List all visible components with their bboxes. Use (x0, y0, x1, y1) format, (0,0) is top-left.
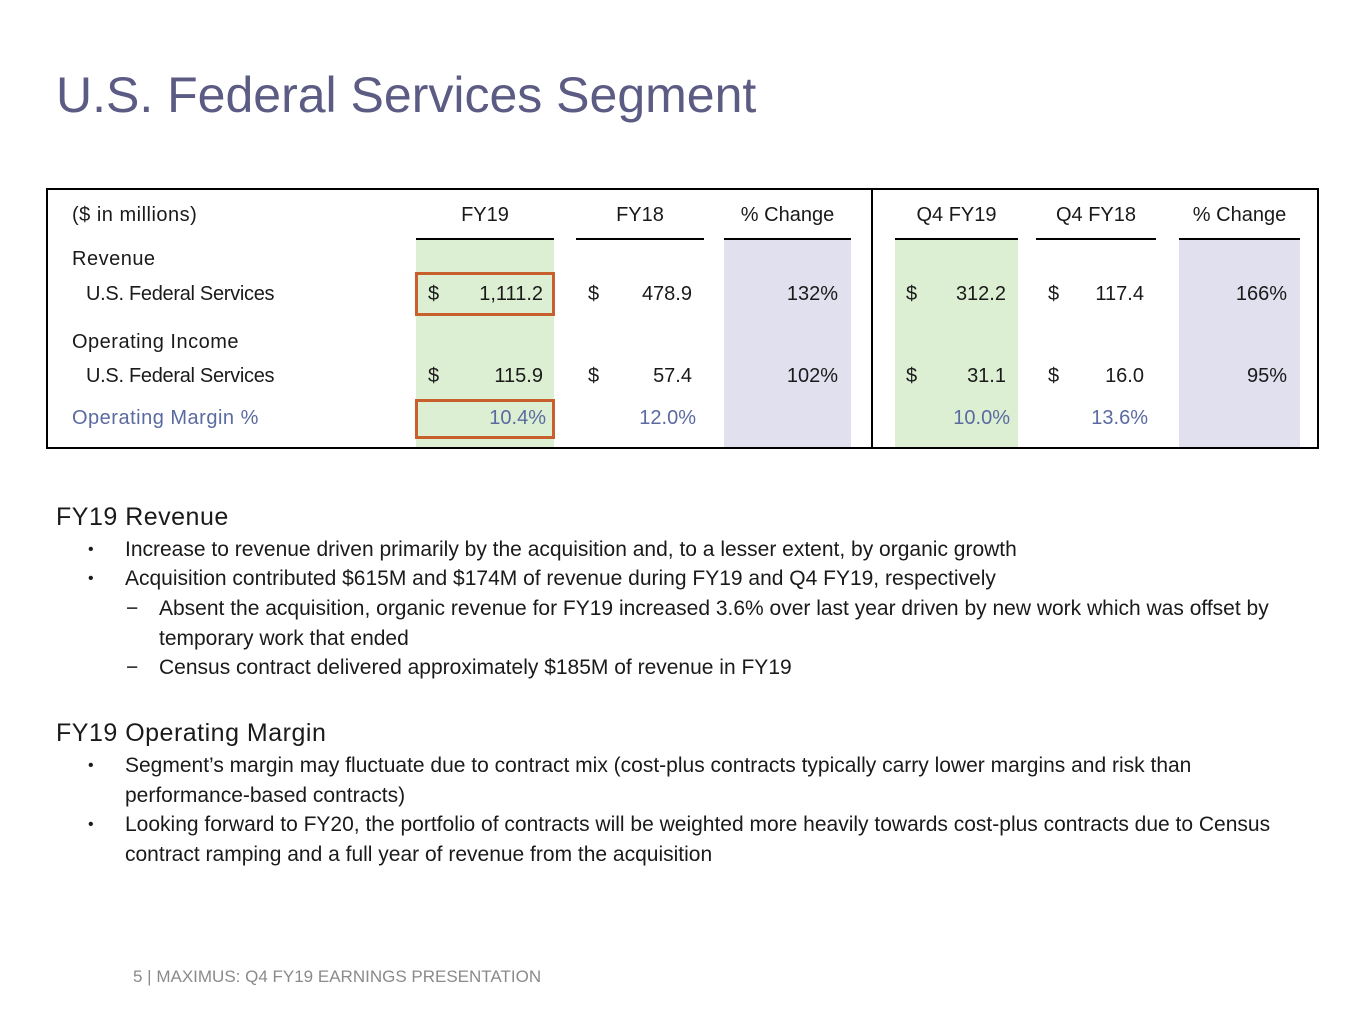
underline-fy19 (416, 238, 554, 240)
revenue-fy19: 1,111.2 (479, 283, 543, 305)
bullet-marker: • (88, 570, 94, 587)
operating-margin-q4fy18: 13.6% (1091, 407, 1148, 429)
financial-table: ($ in millions) FY19 FY18 % Change Q4 FY… (46, 188, 1319, 449)
page-title: U.S. Federal Services Segment (56, 67, 757, 123)
header-q4fy19: Q4 FY19 (916, 204, 997, 226)
underline-q4-pct-change (1179, 238, 1300, 240)
dash-marker: − (126, 656, 139, 679)
operating-income-pct-change: 102% (786, 365, 838, 387)
revenue-q4fy19: 312.2 (955, 283, 1006, 305)
sub-bullet-text: Census contract delivered approximately … (159, 656, 792, 679)
header-q4-pct-change: % Change (1192, 204, 1287, 226)
revenue-q4-pct-change: 166% (1235, 283, 1287, 305)
underline-q4fy19 (895, 238, 1018, 240)
quarter-table-frame (871, 188, 1319, 449)
underline-q4fy18 (1036, 238, 1156, 240)
revenue-fy18: 478.9 (641, 283, 692, 305)
currency-symbol: $ (428, 365, 440, 387)
revenue-row-label: U.S. Federal Services (86, 283, 275, 305)
page-footer: 5 | MAXIMUS: Q4 FY19 EARNINGS PRESENTATI… (133, 967, 542, 986)
currency-symbol: $ (1048, 283, 1060, 305)
header-pct-change: % Change (740, 204, 835, 226)
bullet-text: Segment’s margin may fluctuate due to co… (125, 754, 1192, 807)
operating-margin-label: Operating Margin % (72, 407, 259, 429)
currency-symbol: $ (588, 283, 600, 305)
bullet-text: Acquisition contributed $615M and $174M … (125, 567, 996, 590)
bullet-marker: • (88, 541, 94, 558)
revenue-section-heading: FY19 Revenue (56, 503, 229, 531)
underline-pct-change (724, 238, 851, 240)
operating-margin-fy18: 12.0% (639, 407, 696, 429)
underline-fy18 (576, 238, 704, 240)
q4fy19-column-shade (895, 240, 1018, 447)
revenue-fy19-highlight (415, 272, 555, 316)
revenue-q4fy18: 117.4 (1095, 283, 1144, 305)
operating-income-fy18: 57.4 (653, 365, 692, 387)
operating-income-q4fy18: 16.0 (1105, 365, 1144, 387)
operating-margin-section-heading: FY19 Operating Margin (56, 719, 327, 747)
currency-symbol: $ (588, 365, 600, 387)
header-fy18: FY18 (616, 204, 664, 226)
currency-symbol: $ (906, 365, 918, 387)
operating-margin-q4fy19: 10.0% (953, 407, 1010, 429)
bullet-text: Increase to revenue driven primarily by … (125, 538, 1017, 561)
bullet-text: Looking forward to FY20, the portfolio o… (125, 813, 1271, 866)
bullet-marker: • (88, 757, 94, 774)
revenue-pct-change: 132% (786, 283, 838, 305)
header-fy19: FY19 (461, 204, 509, 226)
unit-label: ($ in millions) (72, 204, 198, 226)
bullet-marker: • (88, 816, 94, 833)
operating-income-q4fy19: 31.1 (967, 365, 1006, 387)
revenue-section-label: Revenue (72, 248, 156, 270)
margin-fy19-highlight (415, 399, 555, 439)
currency-symbol: $ (1048, 365, 1060, 387)
operating-income-fy19: 115.9 (494, 365, 543, 387)
dash-marker: − (126, 597, 139, 620)
operating-income-row-label: U.S. Federal Services (86, 365, 275, 387)
sub-bullet-text: Absent the acquisition, organic revenue … (159, 597, 1269, 650)
operating-income-section-label: Operating Income (72, 331, 239, 353)
q4-pct-change-column-shade (1179, 240, 1300, 447)
pct-change-column-shade (724, 240, 851, 447)
currency-symbol: $ (428, 283, 440, 305)
currency-symbol: $ (906, 283, 918, 305)
operating-margin-fy19: 10.4% (489, 407, 546, 429)
header-q4fy18: Q4 FY18 (1055, 204, 1137, 226)
operating-income-q4-pct-change: 95% (1246, 365, 1287, 387)
